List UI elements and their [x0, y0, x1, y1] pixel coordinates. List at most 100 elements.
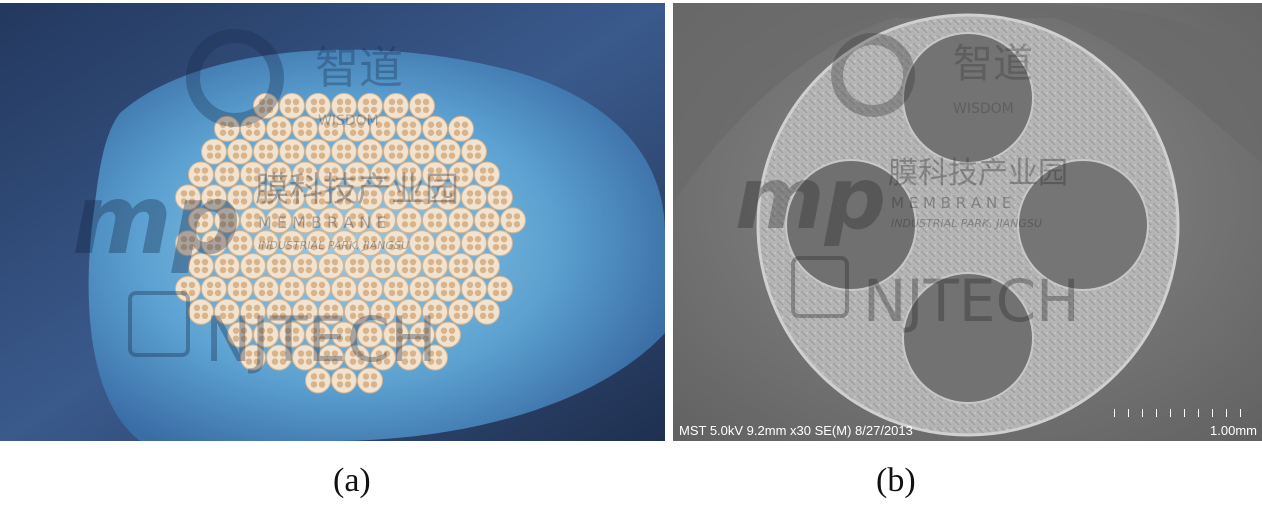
fiber-tube [227, 275, 253, 302]
fiber-tube [201, 138, 227, 165]
watermark-logo-cn: 智道 [315, 43, 403, 94]
watermark-park-sub: INDUSTRIAL PARK, JIANGSU [258, 239, 409, 252]
fiber-tube [331, 92, 357, 119]
fiber-tube [279, 321, 305, 348]
fiber-tube [292, 115, 318, 142]
fiber-tube [227, 138, 253, 165]
fiber-tube [487, 275, 513, 302]
fiber-tube [396, 253, 422, 280]
fiber-tube [461, 184, 487, 211]
fiber-tube [214, 115, 240, 142]
watermark-logo-icon [186, 29, 284, 127]
fiber-tube [396, 115, 422, 142]
channel-bottom [902, 272, 1034, 404]
sem-micrograph: 智道 WISDOM mp 膜科技产业园 M E M B R A N E INDU… [673, 3, 1262, 441]
fiber-tube [448, 253, 474, 280]
watermark-mp-logo: mp [72, 164, 241, 276]
fiber-tube [253, 184, 279, 211]
fiber-tube [448, 298, 474, 325]
fiber-tube [318, 207, 344, 234]
fiber-tube [344, 344, 370, 371]
fiber-tube [305, 184, 331, 211]
watermark-b: 智道 WISDOM mp 膜科技产业园 M E M B R A N E INDU… [735, 33, 1080, 335]
watermark-a: 智道 WISDOM mp 膜科技产业园 M E M B R A N E INDU… [72, 29, 459, 376]
fiber-tube [435, 184, 461, 211]
fiber-tube [279, 184, 305, 211]
sample-holder-shape [673, 3, 1262, 203]
fiber-tube [227, 184, 253, 211]
fiber-tube [474, 298, 500, 325]
fiber-tube [279, 138, 305, 165]
fiber-tube [240, 115, 266, 142]
fiber-tube [357, 184, 383, 211]
fiber-tube [253, 92, 279, 119]
fiber-tube [422, 253, 448, 280]
fiber-bundle-photo: 智道 WISDOM mp 膜科技产业园 M E M B R A N E INDU… [0, 3, 665, 441]
fiber-tube [188, 161, 214, 188]
fiber-tube [201, 184, 227, 211]
fiber-tube [175, 184, 201, 211]
scale-bar-ticks [1114, 409, 1254, 417]
watermark-university-crest [791, 256, 849, 318]
fiber-tube [396, 161, 422, 188]
fiber-tube [461, 275, 487, 302]
fiber-tube [188, 207, 214, 234]
fiber-tube [383, 138, 409, 165]
fiber-tube [409, 321, 435, 348]
watermark-logo-cn: 智道 [953, 41, 1033, 87]
fiber-cross-section [756, 13, 1180, 437]
watermark-park-cn: 膜科技产业园 [888, 156, 1068, 191]
fiber-tube [227, 230, 253, 257]
fiber-tube [409, 184, 435, 211]
fiber-tube [253, 138, 279, 165]
fiber-tube [331, 321, 357, 348]
fiber-tube [383, 230, 409, 257]
fiber-tube [370, 161, 396, 188]
fiber-tube [266, 298, 292, 325]
fiber-tube [292, 161, 318, 188]
fiber-tube [357, 230, 383, 257]
fiber-tube [175, 275, 201, 302]
fiber-tube [292, 298, 318, 325]
fiber-tube [292, 253, 318, 280]
fiber-tube [279, 92, 305, 119]
watermark-university-crest [128, 291, 190, 357]
fiber-tube [292, 207, 318, 234]
fiber-tube [370, 207, 396, 234]
fiber-bundle [175, 92, 526, 394]
fiber-tube [396, 207, 422, 234]
fiber-tube [188, 298, 214, 325]
fiber-tube [383, 275, 409, 302]
channel-top [902, 32, 1034, 164]
fiber-tube [474, 207, 500, 234]
fiber-tube [357, 367, 383, 394]
fiber-tube [448, 207, 474, 234]
fiber-tube [474, 161, 500, 188]
fiber-tube [435, 275, 461, 302]
fiber-tube [344, 207, 370, 234]
fiber-tube [344, 253, 370, 280]
fiber-tube [266, 253, 292, 280]
fiber-tube [214, 161, 240, 188]
fiber-tube [318, 253, 344, 280]
watermark-university: NJTECH [205, 303, 437, 376]
channel-left [785, 159, 917, 291]
caption-b: (b) [876, 462, 916, 499]
fiber-tube [396, 298, 422, 325]
fiber-tube [214, 207, 240, 234]
fiber-tube [448, 161, 474, 188]
fiber-tube [201, 230, 227, 257]
fiber-tube [422, 207, 448, 234]
fiber-tube [422, 298, 448, 325]
sem-info-text: MST 5.0kV 9.2mm x30 SE(M) 8/27/2013 [679, 423, 913, 438]
fiber-tube [305, 275, 331, 302]
fiber-tube [188, 253, 214, 280]
watermark-park-sub: INDUSTRIAL PARK, JIANGSU [891, 217, 1042, 230]
fiber-tube [201, 275, 227, 302]
fiber-tube [383, 321, 409, 348]
fiber-tube [253, 230, 279, 257]
fiber-tube [253, 321, 279, 348]
watermark-mp-logo: mp [735, 149, 886, 249]
fiber-tube [422, 115, 448, 142]
fiber-tube [357, 138, 383, 165]
